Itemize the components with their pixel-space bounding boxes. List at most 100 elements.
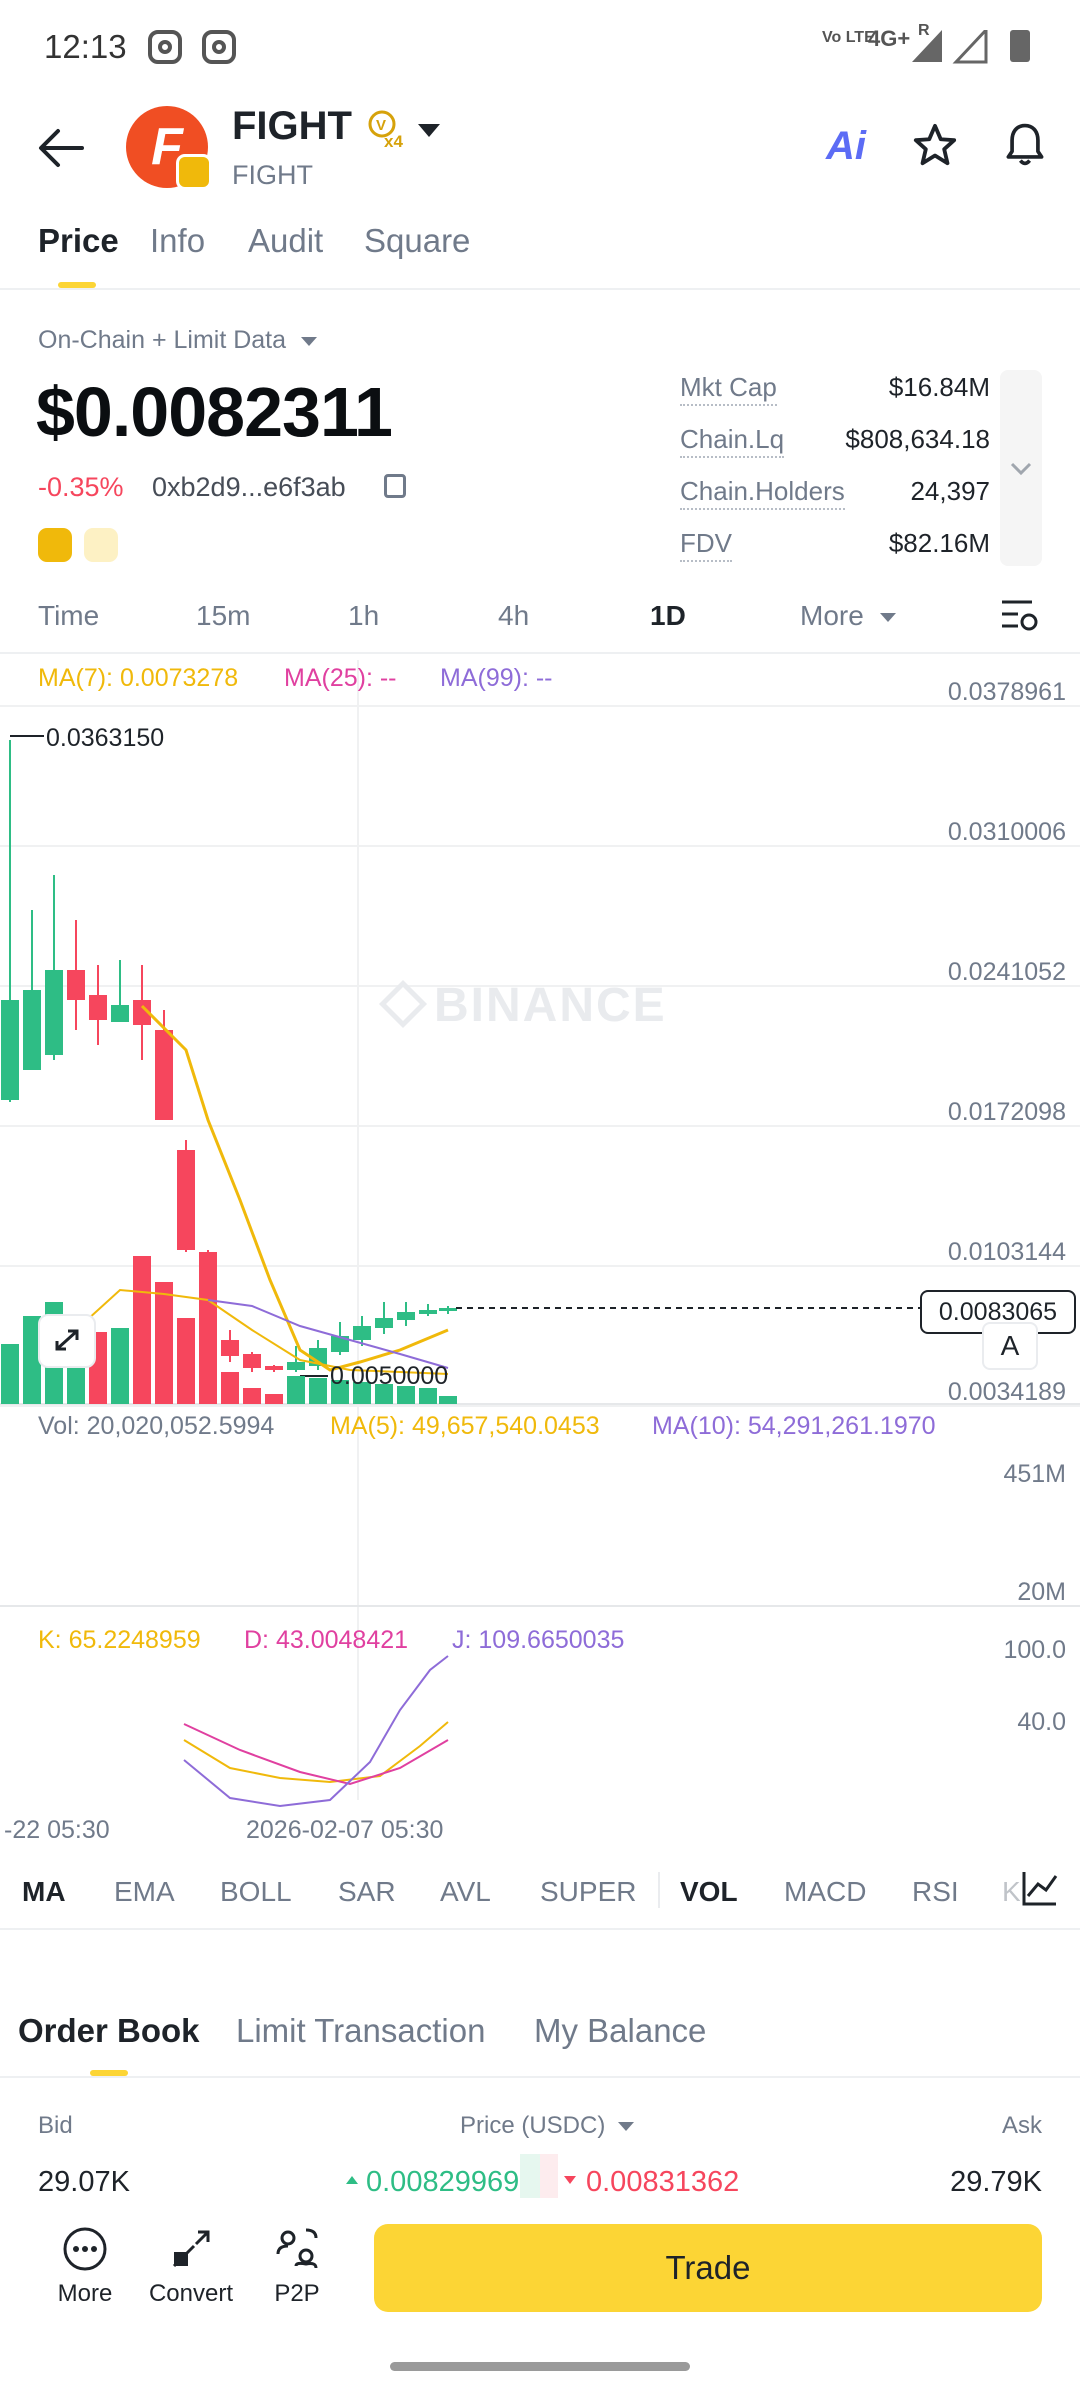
instagram-icon — [148, 30, 182, 64]
chain-badge-icon — [176, 154, 212, 190]
instagram-icon — [202, 30, 236, 64]
autoscale-button[interactable]: A — [982, 1322, 1038, 1370]
token-name[interactable]: FIGHT — [232, 104, 352, 148]
tab-audit[interactable]: Audit — [248, 222, 324, 259]
price-chart[interactable] — [0, 650, 1080, 1830]
indicator-avl[interactable]: AVL — [440, 1876, 491, 1907]
fullscreen-expand-button[interactable] — [38, 1314, 96, 1368]
stat-mkt-cap-label: Mkt Cap — [680, 372, 777, 406]
tab-limit-transaction[interactable]: Limit Transaction — [236, 2012, 486, 2049]
volume-ma5-line — [75, 1288, 449, 1375]
indicator-settings-icon[interactable] — [1020, 1868, 1060, 1908]
indicator-rsi[interactable]: RSI — [912, 1876, 959, 1907]
indicator-ema[interactable]: EMA — [114, 1876, 175, 1907]
candle-body — [67, 970, 85, 1000]
tab-info[interactable]: Info — [150, 222, 206, 259]
token-subtitle: FIGHT — [232, 160, 313, 190]
p2p-label[interactable]: P2P — [274, 2280, 320, 2307]
ask-down-arrow-icon — [564, 2176, 576, 2184]
more-label[interactable]: More — [57, 2280, 113, 2307]
stat-chain-lq-value: $808,634.18 — [845, 424, 990, 454]
data-source-selector[interactable]: On-Chain + Limit Data — [38, 326, 317, 355]
ma25-label: MA(25): -- — [284, 664, 397, 692]
candle-body — [331, 1336, 349, 1352]
candle-body — [199, 1252, 217, 1340]
indicator-boll[interactable]: BOLL — [220, 1876, 292, 1907]
volume-axis-label: 451M — [1003, 1460, 1066, 1488]
volume-bar — [23, 1316, 41, 1404]
volume-ma5-label: MA(5): 49,657,540.0453 — [330, 1412, 600, 1440]
volume-bar — [309, 1378, 327, 1404]
more-icon[interactable] — [62, 2226, 108, 2272]
convert-label[interactable]: Convert — [148, 2280, 234, 2307]
notification-bell-icon[interactable] — [1002, 120, 1048, 168]
volume-bar — [419, 1388, 437, 1404]
back-arrow-icon[interactable] — [38, 128, 84, 168]
indicator-ma[interactable]: MA — [22, 1876, 66, 1907]
chart-settings-icon[interactable] — [1000, 598, 1040, 634]
favorite-star-icon[interactable] — [912, 122, 958, 168]
interval-15m[interactable]: 15m — [196, 600, 251, 631]
interval-divider — [0, 652, 1080, 654]
ma7-line — [140, 1004, 449, 1372]
security-shield-icon — [84, 528, 118, 562]
trade-button[interactable]: Trade — [374, 2224, 1042, 2312]
orderbook-divider — [0, 2076, 1080, 2078]
bid-header: Bid — [38, 2112, 73, 2139]
volume-bar — [331, 1380, 349, 1404]
volume-bar — [243, 1388, 261, 1404]
verified-badge-icon: V x4 — [368, 110, 406, 151]
token-dropdown-caret-icon[interactable] — [418, 124, 440, 137]
volume-bar — [375, 1384, 393, 1404]
stat-mkt-cap-value: $16.84M — [888, 372, 990, 402]
interval-1d[interactable]: 1D — [650, 600, 686, 631]
indicator-super[interactable]: SUPER — [540, 1876, 637, 1907]
indicator-kdj[interactable]: K — [1002, 1876, 1021, 1907]
ai-assistant-icon[interactable]: Ai — [826, 124, 866, 168]
tab-order-book[interactable]: Order Book — [18, 2012, 200, 2049]
kdj-k-label: K: 65.2248959 — [38, 1626, 201, 1654]
indicator-separator — [658, 1872, 660, 1908]
indicator-vol[interactable]: VOL — [680, 1876, 738, 1907]
y-axis-label: 0.0034189 — [947, 1378, 1066, 1406]
volume-bar — [199, 1326, 217, 1404]
ask-header: Ask — [1001, 2112, 1042, 2139]
indicator-macd[interactable]: MACD — [784, 1876, 867, 1907]
binance-watermark-text: BINANCE — [434, 979, 667, 1032]
y-axis-label: 0.0241052 — [947, 958, 1066, 986]
ask-price: 0.00831362 — [586, 2166, 740, 2198]
tab-my-balance[interactable]: My Balance — [534, 2012, 707, 2049]
tab-price[interactable]: Price — [38, 222, 119, 259]
tabs-divider — [0, 288, 1080, 290]
x-axis-label: -22 05:30 — [4, 1816, 110, 1844]
y-axis-label: 0.0378961 — [947, 678, 1066, 706]
volume-bar — [265, 1394, 283, 1404]
candle-body — [375, 1318, 393, 1328]
convert-icon[interactable] — [168, 2226, 214, 2272]
home-indicator[interactable] — [390, 2362, 690, 2371]
stats-expand-button[interactable] — [1000, 370, 1042, 566]
stat-fdv-label: FDV — [680, 528, 732, 562]
ma7-label: MA(7): 0.0073278 — [38, 664, 239, 692]
candle-body — [155, 1030, 173, 1120]
interval-4h[interactable]: 4h — [498, 600, 530, 631]
candle-body — [309, 1348, 327, 1366]
interval-1h[interactable]: 1h — [348, 600, 380, 631]
price-unit-selector[interactable]: Price (USDC) — [460, 2112, 635, 2140]
tab-square[interactable]: Square — [364, 222, 471, 259]
volume-bar — [439, 1396, 457, 1404]
roaming-indicator: R — [918, 22, 930, 39]
volume-ma10-label: MA(10): 54,291,261.1970 — [652, 1412, 936, 1440]
price-change: -0.35% — [38, 472, 124, 502]
p2p-icon[interactable] — [274, 2226, 320, 2272]
status-time: 12:13 — [44, 28, 127, 65]
ask-amount: 29.79K — [950, 2166, 1042, 2198]
svg-text:V: V — [376, 117, 386, 134]
interval-time[interactable]: Time — [38, 600, 100, 631]
interval-more[interactable]: More — [800, 600, 896, 632]
copy-icon[interactable] — [384, 474, 406, 498]
tab-active-indicator — [58, 282, 96, 288]
candle-body — [45, 970, 63, 1055]
indicator-sar[interactable]: SAR — [338, 1876, 396, 1907]
kdj-j-label: J: 109.6650035 — [452, 1626, 625, 1654]
